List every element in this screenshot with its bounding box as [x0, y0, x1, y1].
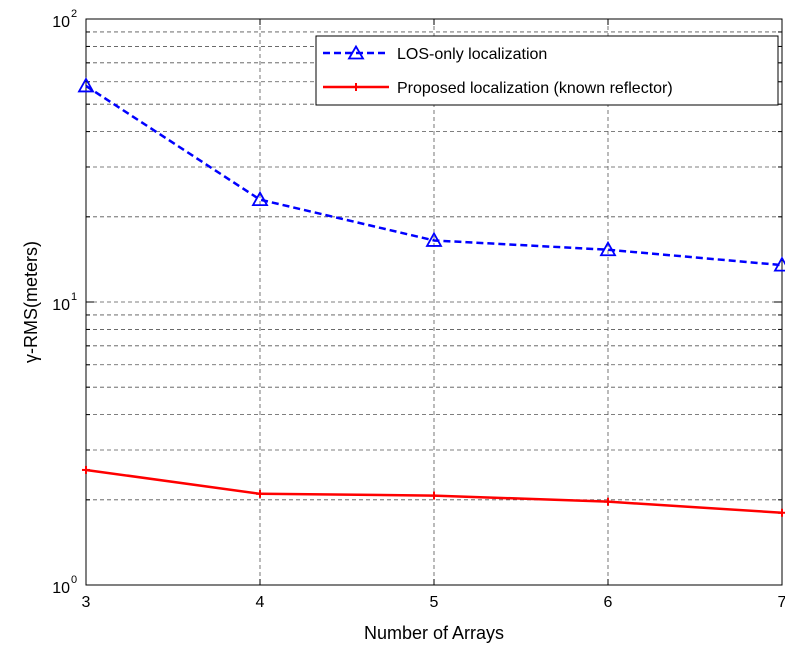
x-tick-label: 5 — [430, 594, 439, 611]
data-point-triangle — [425, 231, 443, 247]
data-point-plus — [430, 491, 438, 500]
legend: LOS-only localization Proposed localizat… — [315, 35, 779, 106]
data-point-plus — [604, 497, 612, 506]
x-axis-label: Number of Arrays — [364, 623, 504, 643]
data-point-plus — [82, 465, 90, 474]
svg-text:10: 10 — [52, 14, 70, 31]
y-tick-label: 10 0 — [52, 574, 77, 597]
x-tick-label: 6 — [604, 594, 613, 611]
data-point-triangle — [251, 190, 269, 207]
y-axis-label: γ-RMS(meters) — [21, 241, 41, 363]
svg-text:10: 10 — [52, 297, 70, 314]
data-point-triangle — [773, 256, 785, 272]
series-1 — [77, 77, 785, 272]
legend-label-proposed: Proposed localization (known reflector) — [397, 80, 673, 97]
series-layer — [77, 77, 785, 517]
legend-box — [315, 35, 779, 106]
series-line — [85, 84, 783, 267]
legend-marker-plus — [352, 83, 360, 91]
y-tick-label: 10 2 — [52, 8, 77, 31]
series-2 — [82, 465, 785, 517]
svg-text:10: 10 — [52, 580, 70, 597]
grid — [86, 19, 782, 585]
x-tick-label: 7 — [778, 594, 785, 611]
legend-label-los: LOS-only localization — [397, 46, 547, 63]
x-tick-label: 4 — [256, 594, 265, 611]
x-tick-label: 3 — [82, 594, 91, 611]
data-point-plus — [256, 489, 264, 498]
svg-text:2: 2 — [71, 8, 77, 20]
svg-text:1: 1 — [71, 291, 77, 303]
data-point-triangle — [599, 240, 617, 257]
legend-marker-triangle — [347, 44, 365, 60]
y-tick-label: 10 1 — [52, 291, 77, 314]
tick-marks — [85, 19, 783, 586]
svg-text:0: 0 — [71, 574, 77, 586]
x-tick-labels: 3 4 5 6 7 — [82, 594, 785, 611]
data-point-triangle — [77, 77, 95, 93]
